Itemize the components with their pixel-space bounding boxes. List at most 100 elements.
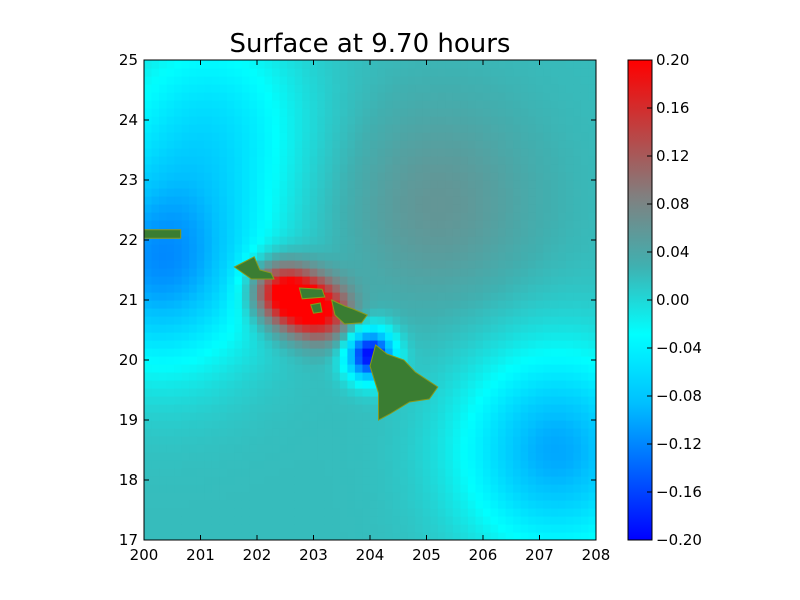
- field-cell: [520, 460, 529, 469]
- field-cell: [144, 252, 153, 261]
- field-cell: [249, 244, 258, 253]
- field-cell: [558, 236, 567, 245]
- field-cell: [528, 228, 537, 237]
- field-cell: [588, 508, 596, 517]
- field-cell: [219, 324, 228, 333]
- field-cell: [196, 420, 205, 429]
- field-cell: [407, 212, 416, 221]
- field-cell: [565, 228, 574, 237]
- field-cell: [294, 412, 303, 421]
- field-cell: [580, 484, 590, 493]
- field-cell: [347, 324, 356, 333]
- field-cell: [483, 204, 492, 213]
- field-cell: [264, 380, 273, 389]
- field-cell: [257, 492, 266, 501]
- field-cell: [422, 252, 431, 261]
- field-cell: [392, 332, 401, 341]
- field-cell: [528, 116, 537, 125]
- field-cell: [505, 284, 514, 293]
- field-cell: [528, 428, 537, 437]
- field-cell: [257, 316, 266, 325]
- field-cell: [437, 244, 446, 253]
- field-cell: [550, 508, 559, 517]
- field-cell: [302, 220, 311, 229]
- field-cell: [181, 172, 190, 181]
- field-cell: [460, 236, 469, 245]
- field-cell: [159, 164, 168, 173]
- field-cell: [445, 412, 454, 421]
- field-cell: [257, 60, 266, 69]
- field-cell: [241, 348, 251, 357]
- field-cell: [272, 108, 281, 117]
- field-cell: [535, 180, 544, 189]
- field-cell: [189, 356, 198, 365]
- field-cell: [490, 220, 499, 229]
- field-cell: [339, 260, 348, 269]
- field-cell: [505, 452, 514, 461]
- field-cell: [528, 268, 537, 277]
- field-cell: [211, 372, 220, 381]
- field-cell: [166, 68, 175, 77]
- field-cell: [407, 196, 416, 205]
- field-cell: [196, 524, 205, 533]
- field-cell: [400, 108, 409, 117]
- field-cell: [159, 476, 168, 485]
- field-cell: [332, 508, 341, 517]
- field-cell: [272, 284, 281, 293]
- field-cell: [558, 532, 567, 540]
- field-cell: [543, 308, 552, 317]
- field-cell: [287, 156, 296, 165]
- field-cell: [211, 380, 220, 389]
- field-cell: [483, 100, 492, 109]
- field-cell: [475, 60, 484, 69]
- field-cell: [452, 236, 461, 245]
- field-cell: [528, 404, 537, 413]
- field-cell: [324, 340, 333, 349]
- field-cell: [294, 116, 303, 125]
- field-cell: [565, 404, 574, 413]
- field-cell: [181, 268, 190, 277]
- field-cell: [520, 484, 529, 493]
- field-cell: [573, 484, 582, 493]
- field-cell: [415, 180, 424, 189]
- field-cell: [144, 284, 153, 293]
- field-cell: [354, 428, 364, 437]
- field-cell: [490, 300, 499, 309]
- field-cell: [294, 244, 303, 253]
- field-cell: [490, 100, 499, 109]
- field-cell: [339, 132, 348, 141]
- field-cell: [437, 60, 446, 69]
- field-cell: [430, 428, 439, 437]
- field-cell: [490, 532, 499, 540]
- field-cell: [558, 500, 567, 509]
- field-cell: [385, 476, 394, 485]
- field-cell: [550, 100, 559, 109]
- field-cell: [362, 452, 371, 461]
- field-cell: [211, 388, 220, 397]
- field-cell: [430, 276, 439, 285]
- field-cell: [166, 156, 175, 165]
- field-cell: [354, 492, 364, 501]
- field-cell: [249, 492, 258, 501]
- field-cell: [452, 428, 461, 437]
- field-cell: [528, 108, 537, 117]
- field-cell: [385, 532, 394, 540]
- field-cell: [430, 524, 439, 533]
- field-cell: [317, 84, 326, 93]
- field-cell: [309, 404, 318, 413]
- field-cell: [415, 212, 424, 221]
- field-cell: [422, 404, 431, 413]
- field-cell: [407, 140, 416, 149]
- field-cell: [339, 372, 348, 381]
- field-cell: [294, 252, 303, 261]
- field-cell: [151, 220, 160, 229]
- field-cell: [317, 180, 326, 189]
- field-cell: [430, 476, 439, 485]
- field-cell: [422, 124, 431, 133]
- field-cell: [257, 116, 266, 125]
- field-cell: [234, 204, 243, 213]
- field-cell: [234, 340, 243, 349]
- field-cell: [558, 404, 567, 413]
- field-cell: [565, 124, 574, 133]
- field-cell: [324, 332, 333, 341]
